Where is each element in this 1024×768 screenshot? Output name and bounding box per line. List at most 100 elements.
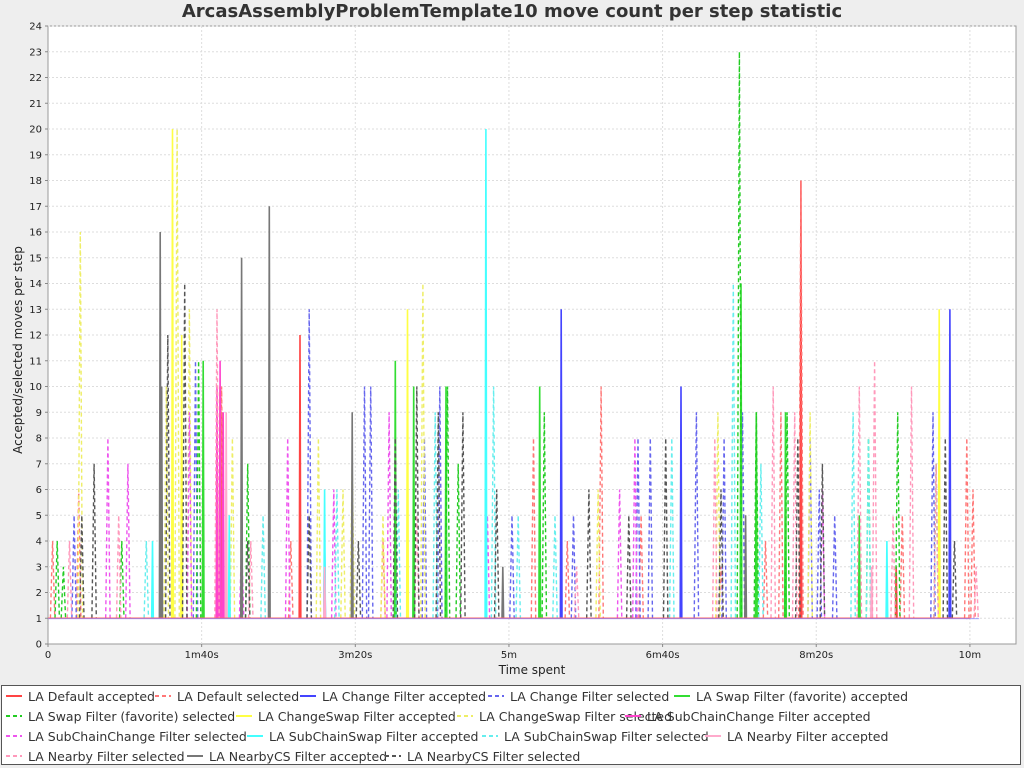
legend-item: LA NearbyCS Filter selected bbox=[385, 747, 580, 765]
data-spike bbox=[899, 515, 906, 619]
data-spike bbox=[118, 540, 125, 619]
legend-label: LA Swap Filter (favorite) accepted bbox=[696, 688, 909, 704]
data-spike bbox=[679, 386, 683, 619]
data-spike bbox=[340, 489, 346, 619]
data-spike bbox=[227, 515, 231, 619]
legend-label: LA Nearby Filter accepted bbox=[727, 728, 889, 744]
data-spike bbox=[201, 360, 205, 619]
x-tick-label: 8m20s bbox=[799, 650, 833, 661]
legend-label: LA Change Filter selected bbox=[510, 688, 670, 704]
data-spike bbox=[871, 360, 878, 619]
data-spike bbox=[260, 515, 266, 619]
legend-label: LA Swap Filter (favorite) selected bbox=[28, 708, 236, 724]
chart-canvas: 0123456789101112131415161718192021222324… bbox=[11, 22, 1017, 677]
data-spike bbox=[973, 566, 979, 619]
data-spike bbox=[552, 515, 558, 619]
legend-swatch bbox=[457, 715, 473, 717]
data-spike bbox=[930, 412, 936, 619]
legend-label: LA Default selected bbox=[177, 688, 300, 704]
data-spike bbox=[218, 360, 222, 619]
data-spike bbox=[948, 309, 952, 619]
data-spike bbox=[150, 540, 155, 619]
data-spike bbox=[484, 515, 491, 619]
data-spike bbox=[770, 386, 777, 619]
data-spike bbox=[856, 386, 863, 619]
data-spike bbox=[330, 489, 337, 619]
data-spike bbox=[541, 412, 548, 619]
y-axis-title: Accepted/selected moves per step bbox=[11, 246, 25, 454]
legend-label: LA Default accepted bbox=[28, 688, 155, 704]
y-tick-label: 15 bbox=[29, 253, 42, 264]
data-spike bbox=[718, 489, 724, 619]
data-spike bbox=[170, 128, 175, 619]
data-spike bbox=[186, 309, 193, 619]
y-tick-label: 9 bbox=[36, 408, 42, 419]
data-spike bbox=[850, 412, 856, 619]
data-spike bbox=[412, 386, 416, 619]
data-spike bbox=[538, 386, 542, 619]
y-tick-label: 8 bbox=[36, 434, 42, 445]
data-spike bbox=[163, 386, 170, 619]
x-tick-label: 0 bbox=[45, 650, 51, 661]
legend-swatch bbox=[6, 695, 22, 697]
baseline-layer bbox=[48, 617, 980, 620]
legend-swatch bbox=[6, 715, 22, 717]
data-spike bbox=[573, 566, 580, 619]
data-spike bbox=[267, 206, 271, 619]
data-spike bbox=[616, 489, 623, 619]
data-spike bbox=[244, 540, 251, 619]
x-tick-label: 10m bbox=[959, 650, 981, 661]
data-spike bbox=[493, 489, 500, 619]
data-spike bbox=[380, 515, 386, 619]
data-spike bbox=[816, 489, 823, 619]
legend-item: LA SubChainChange Filter accepted bbox=[625, 707, 871, 725]
data-spike bbox=[355, 540, 362, 619]
data-spike bbox=[484, 128, 488, 619]
data-spike bbox=[244, 463, 251, 619]
data-spike bbox=[298, 334, 302, 619]
legend-item: LA SubChainSwap Filter accepted bbox=[247, 727, 479, 745]
y-tick-label: 1 bbox=[36, 614, 42, 625]
y-tick-label: 7 bbox=[36, 459, 42, 470]
chart-legend: LA Default accepted LA Default selected LA… bbox=[1, 685, 1021, 765]
data-spike bbox=[115, 515, 122, 619]
y-tick-label: 16 bbox=[29, 228, 42, 239]
y-tick-label: 2 bbox=[36, 588, 42, 599]
data-spike bbox=[791, 412, 798, 619]
data-spike bbox=[784, 412, 790, 619]
data-spike bbox=[413, 386, 420, 619]
y-tick-label: 20 bbox=[29, 125, 42, 136]
y-tick-label: 5 bbox=[36, 511, 42, 522]
y-tick-label: 14 bbox=[29, 279, 42, 290]
data-spike bbox=[638, 515, 644, 619]
legend-swatch bbox=[6, 735, 22, 737]
series-14 bbox=[158, 206, 748, 619]
y-tick-label: 6 bbox=[36, 485, 42, 496]
x-tick-label: 5m bbox=[501, 650, 517, 661]
data-spike bbox=[436, 386, 443, 619]
data-spike bbox=[739, 412, 746, 619]
legend-swatch bbox=[488, 695, 504, 697]
legend-label: LA SubChainSwap Filter accepted bbox=[269, 728, 479, 744]
data-spike bbox=[559, 309, 563, 619]
data-spike bbox=[361, 386, 368, 619]
legend-item: LA Nearby Filter selected bbox=[6, 747, 185, 765]
data-spike bbox=[224, 412, 228, 619]
data-spike bbox=[221, 412, 225, 619]
legend-item: LA ChangeSwap Filter accepted bbox=[236, 707, 456, 725]
data-spike bbox=[831, 515, 838, 619]
legend-label: LA ChangeSwap Filter accepted bbox=[258, 708, 456, 724]
data-spike bbox=[323, 566, 327, 619]
legend-swatch bbox=[674, 695, 690, 697]
data-spike bbox=[54, 540, 61, 619]
y-tick-label: 21 bbox=[29, 99, 42, 110]
legend-label: LA ChangeSwap Filter selected bbox=[479, 708, 673, 724]
legend-item: LA Swap Filter (favorite) selected bbox=[6, 707, 235, 725]
legend-item: LA SubChainChange Filter selected bbox=[6, 727, 247, 745]
data-spike bbox=[598, 386, 604, 619]
data-spike bbox=[501, 566, 505, 619]
data-spike bbox=[570, 515, 577, 619]
legend-item: LA NearbyCS Filter accepted bbox=[187, 747, 387, 765]
legend-item: LA Change Filter accepted bbox=[300, 687, 486, 705]
legend-label: LA Nearby Filter selected bbox=[28, 748, 185, 764]
